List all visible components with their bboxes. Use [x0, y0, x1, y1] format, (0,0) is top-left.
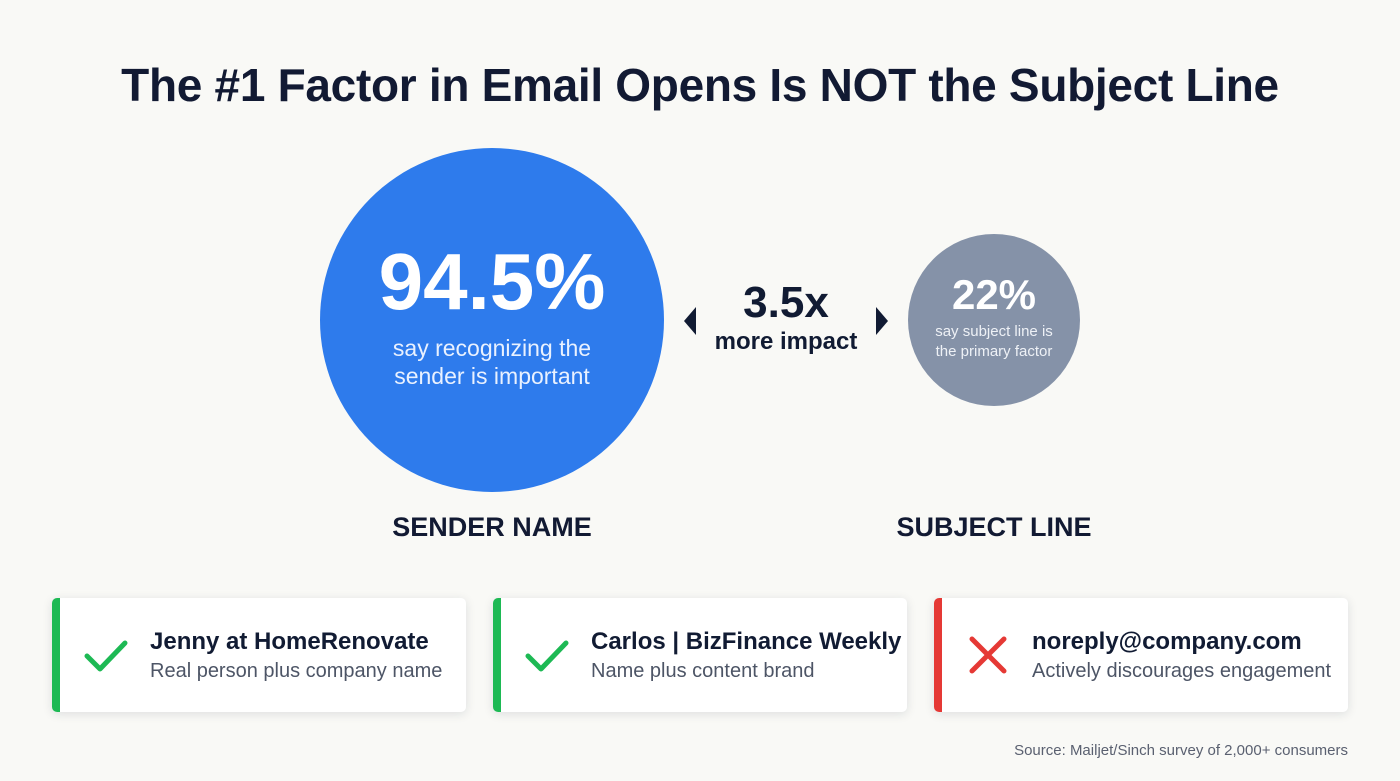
sender-example-name: Jenny at HomeRenovate: [150, 628, 429, 655]
subject-line-value: 22%: [951, 271, 1037, 318]
card-accent-bar: [52, 598, 60, 712]
arrow-left-icon: [684, 307, 696, 335]
subject-line-description-line-2: the primary factor: [935, 343, 1053, 360]
example-card-good-1: Jenny at HomeRenovate Real person plus c…: [52, 598, 466, 712]
card-accent-bar: [934, 598, 942, 712]
sender-name-description: say recognizing the sender is important: [393, 334, 591, 390]
sender-example-description: Name plus content brand: [591, 660, 815, 682]
check-icon: [84, 640, 128, 672]
check-icon: [525, 640, 569, 672]
source-note: Source: Mailjet/Sinch survey of 2,000+ c…: [1014, 742, 1348, 759]
sender-example-name: noreply@company.com: [1032, 628, 1302, 655]
example-card-bad: noreply@company.com Actively discourages…: [934, 598, 1348, 712]
example-card-good-2: Carlos | BizFinance Weekly Name plus con…: [493, 598, 907, 712]
impact-multiplier-value: 3.5x: [743, 278, 829, 327]
subject-line-label: SUBJECT LINE: [896, 512, 1092, 542]
sender-example-name: Carlos | BizFinance Weekly: [591, 628, 902, 655]
sender-name-description-line-2: sender is important: [394, 363, 590, 389]
sender-name-label: SENDER NAME: [392, 512, 592, 542]
sender-name-description-line-1: say recognizing the: [392, 335, 592, 361]
impact-comparison: 3.5x more impact: [684, 276, 888, 366]
sender-name-value: 94.5%: [378, 237, 606, 326]
subject-line-bubble: 22% say subject line is the primary fact…: [908, 234, 1080, 406]
subject-line-description: say subject line is the primary factor: [935, 322, 1053, 362]
arrow-right-icon: [876, 307, 888, 335]
cross-icon: [969, 636, 1007, 674]
sender-name-bubble: 94.5% say recognizing the sender is impo…: [320, 148, 664, 492]
sender-example-description: Real person plus company name: [150, 660, 443, 682]
sender-example-description: Actively discourages engagement: [1032, 660, 1332, 682]
page-title: The #1 Factor in Email Opens Is NOT the …: [121, 59, 1279, 111]
subject-line-description-line-1: say subject line is: [935, 323, 1053, 340]
impact-multiplier-label: more impact: [714, 328, 858, 355]
card-accent-bar: [493, 598, 501, 712]
